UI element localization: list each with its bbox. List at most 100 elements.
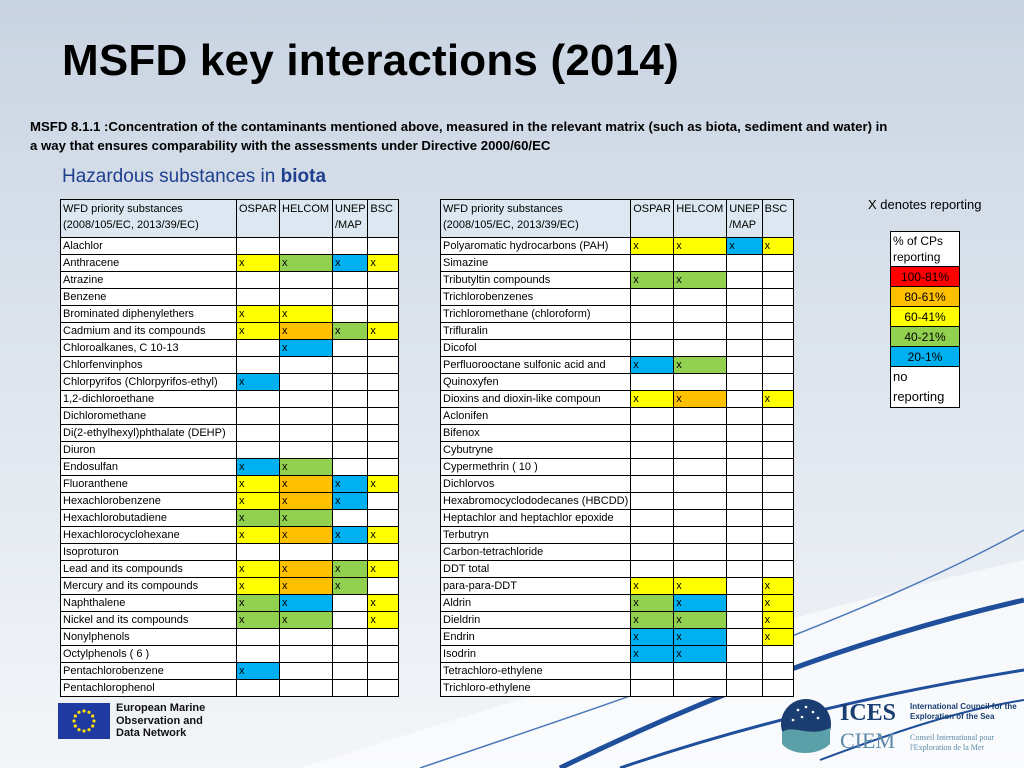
legend-table: % of CPs reporting 100-81% 80-61% 60-41%… bbox=[890, 231, 960, 408]
table-row: Dicofol bbox=[439, 339, 794, 357]
reporting-cell bbox=[673, 662, 728, 680]
substance-name: Cadmium and its compounds bbox=[60, 322, 237, 340]
substance-name: Heptachlor and heptachlor epoxide bbox=[439, 509, 632, 527]
substance-name: Atrazine bbox=[60, 271, 237, 289]
table-row: Atrazine bbox=[60, 271, 400, 289]
substance-name: Mercury and its compounds bbox=[60, 577, 237, 595]
table-row: 1,2-dichloroethane bbox=[60, 390, 400, 408]
reporting-cell bbox=[726, 543, 763, 561]
eu-flag-icon bbox=[58, 702, 110, 739]
reporting-cell: x bbox=[236, 492, 280, 510]
emodnet-line: European Marine bbox=[116, 702, 206, 714]
substance-name: Dichloromethane bbox=[60, 407, 237, 425]
substance-name: Trifluralin bbox=[439, 322, 632, 340]
substance-name: Octylphenols ( 6 ) bbox=[60, 645, 237, 663]
reporting-cell bbox=[331, 424, 369, 442]
column-header: BSC bbox=[367, 199, 400, 238]
substance-name: Bifenox bbox=[439, 424, 632, 442]
reporting-cell bbox=[236, 339, 280, 357]
reporting-cell: x bbox=[331, 526, 369, 544]
substance-name: Isoproturon bbox=[60, 543, 237, 561]
ciem-full-name: Conseil International pour l'Exploration… bbox=[910, 733, 994, 752]
reporting-cell: x bbox=[367, 594, 400, 612]
substance-name: Dioxins and dioxin-like compoun bbox=[439, 390, 632, 408]
reporting-cell bbox=[726, 458, 763, 476]
substance-name: Trichloro-ethylene bbox=[439, 679, 632, 697]
substance-name: Cypermethrin ( 10 ) bbox=[439, 458, 632, 476]
reporting-cell: x bbox=[761, 237, 794, 255]
table-row: Tetrachloro-ethylene bbox=[439, 662, 794, 680]
reporting-cell bbox=[673, 254, 728, 272]
table-row: Terbutryn bbox=[439, 526, 794, 544]
reporting-cell bbox=[673, 560, 728, 578]
reporting-cell bbox=[726, 373, 763, 391]
reporting-cell bbox=[630, 679, 675, 697]
substance-name: Trichloromethane (chloroform) bbox=[439, 305, 632, 323]
reporting-cell: x bbox=[236, 458, 280, 476]
reporting-cell: x bbox=[367, 475, 400, 493]
reporting-cell bbox=[367, 441, 400, 459]
reporting-cell bbox=[367, 305, 400, 323]
table-row: Chloroalkanes, C 10-13 x bbox=[60, 339, 400, 357]
reporting-cell bbox=[630, 305, 675, 323]
reporting-cell bbox=[761, 407, 794, 425]
reporting-cell bbox=[673, 373, 728, 391]
reporting-cell bbox=[673, 305, 728, 323]
reporting-cell bbox=[726, 305, 763, 323]
reporting-cell bbox=[331, 356, 369, 374]
column-header: HELCOM bbox=[673, 199, 728, 238]
reporting-cell bbox=[630, 560, 675, 578]
table-row: Pentachlorophenol bbox=[60, 679, 400, 697]
reporting-cell bbox=[331, 458, 369, 476]
reporting-cell: x bbox=[236, 475, 280, 493]
substance-name: Cybutryne bbox=[439, 441, 632, 459]
reporting-cell bbox=[367, 271, 400, 289]
reporting-cell: x bbox=[673, 611, 728, 629]
substance-name: Dicofol bbox=[439, 339, 632, 357]
table-row: Simazine bbox=[439, 254, 794, 272]
substance-name: Carbon-tetrachloride bbox=[439, 543, 632, 561]
reporting-cell bbox=[331, 407, 369, 425]
reporting-cell bbox=[761, 322, 794, 340]
reporting-cell bbox=[236, 356, 280, 374]
substance-name: Chloroalkanes, C 10-13 bbox=[60, 339, 237, 357]
reporting-cell bbox=[761, 288, 794, 306]
reporting-cell bbox=[331, 288, 369, 306]
table-row: Benzene bbox=[60, 288, 400, 306]
reporting-cell bbox=[279, 662, 333, 680]
reporting-cell: x bbox=[367, 254, 400, 272]
reporting-cell bbox=[236, 390, 280, 408]
reporting-cell bbox=[367, 543, 400, 561]
reporting-cell bbox=[236, 424, 280, 442]
table-row: Isodrin x x bbox=[439, 645, 794, 663]
reporting-cell: x bbox=[236, 322, 280, 340]
table-row: Hexachlorobutadiene x x bbox=[60, 509, 400, 527]
reporting-cell bbox=[279, 356, 333, 374]
reporting-cell bbox=[367, 577, 400, 595]
reporting-cell bbox=[761, 679, 794, 697]
heading-prefix: Hazardous substances in bbox=[62, 166, 281, 187]
column-header: UNEP /MAP bbox=[331, 199, 369, 238]
reporting-cell bbox=[331, 662, 369, 680]
substance-name: Simazine bbox=[439, 254, 632, 272]
column-header: HELCOM bbox=[279, 199, 333, 238]
reporting-cell bbox=[331, 373, 369, 391]
table-row: Nonylphenols bbox=[60, 628, 400, 646]
reporting-cell bbox=[630, 509, 675, 527]
reporting-cell bbox=[367, 424, 400, 442]
reporting-cell bbox=[630, 407, 675, 425]
reporting-cell bbox=[726, 628, 763, 646]
legend-range: 100-81% bbox=[890, 266, 960, 287]
reporting-cell: x bbox=[630, 577, 675, 595]
reporting-cell bbox=[236, 645, 280, 663]
reporting-cell bbox=[726, 424, 763, 442]
reporting-cell bbox=[726, 594, 763, 612]
table-row: Perfluorooctane sulfonic acid and x x bbox=[439, 356, 794, 374]
reporting-cell: x bbox=[673, 628, 728, 646]
reporting-cell bbox=[331, 390, 369, 408]
reporting-cell bbox=[236, 679, 280, 697]
reporting-cell bbox=[279, 237, 333, 255]
reporting-cell bbox=[367, 662, 400, 680]
legend-no-reporting: no reporting bbox=[890, 366, 960, 408]
table-row: Diuron bbox=[60, 441, 400, 459]
